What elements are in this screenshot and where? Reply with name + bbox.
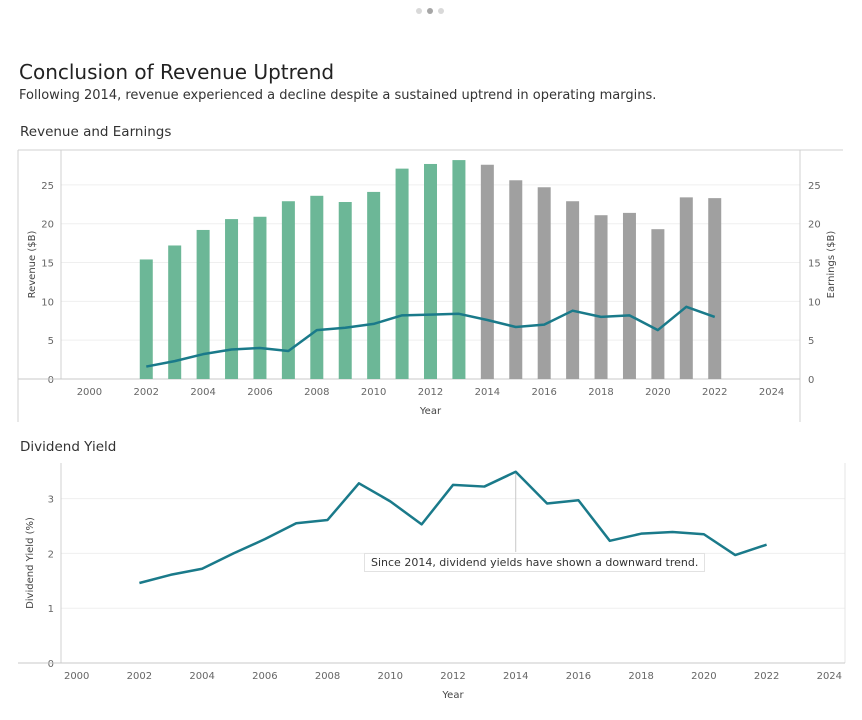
chart1-y2-tick-label: 10	[808, 297, 821, 308]
page-dot-active[interactable]	[427, 8, 433, 14]
chart1-x-tick-label: 2000	[77, 387, 102, 398]
chart1-y2-tick-label: 5	[808, 336, 814, 347]
chart1-y-tick-label: 5	[48, 336, 54, 347]
chart1-y2-tick-label: 20	[808, 220, 821, 231]
chart1-y2-tick-label: 15	[808, 259, 821, 270]
chart1-x-tick-label: 2006	[247, 387, 272, 398]
chart1-y-tick-label: 0	[48, 375, 54, 386]
revenue-bar	[651, 229, 665, 379]
chart1-y2-tick-label: 0	[808, 375, 814, 386]
revenue-bar	[566, 201, 580, 379]
chart1-y2-tick-label: 25	[808, 181, 821, 192]
page-subtitle: Following 2014, revenue experienced a de…	[19, 88, 657, 103]
revenue-bar	[225, 219, 239, 379]
revenue-bar	[452, 160, 466, 379]
revenue-bar	[708, 198, 722, 379]
chart2-y-tick-label: 0	[48, 659, 54, 670]
chart1-y-axis-title: Revenue ($B)	[27, 231, 38, 299]
chart1-x-tick-label: 2004	[190, 387, 215, 398]
chart1-y-tick-label: 15	[41, 259, 54, 270]
chart1-x-tick-label: 2016	[531, 387, 556, 398]
chart1-x-tick-label: 2002	[134, 387, 159, 398]
chart2-x-axis-title: Year	[441, 690, 464, 701]
chart1-y-tick-label: 25	[41, 181, 54, 192]
chart1-x-tick-label: 2022	[702, 387, 727, 398]
chart1-x-tick-label: 2014	[475, 387, 500, 398]
chart2-y-tick-label: 2	[48, 549, 54, 560]
chart2-x-tick-label: 2008	[315, 671, 340, 682]
revenue-chart-title: Revenue and Earnings	[20, 124, 172, 140]
revenue-bar	[338, 202, 352, 379]
revenue-bar	[196, 229, 210, 379]
chart1-x-axis-title: Year	[419, 406, 442, 417]
chart2-x-tick-label: 2022	[754, 671, 779, 682]
revenue-bar	[253, 216, 267, 379]
page-dot[interactable]	[416, 8, 422, 14]
chart2-x-tick-label: 2006	[252, 671, 277, 682]
page-title: Conclusion of Revenue Uptrend	[19, 60, 335, 84]
chart1-y2-axis-title: Earnings ($B)	[826, 231, 837, 299]
chart1-x-tick-label: 2012	[418, 387, 443, 398]
chart2-x-tick-label: 2012	[440, 671, 465, 682]
revenue-bar	[395, 168, 409, 379]
revenue-bar	[168, 245, 182, 379]
revenue-bar	[310, 195, 324, 379]
revenue-bar	[679, 197, 693, 379]
chart2-x-tick-label: 2014	[503, 671, 528, 682]
chart2-y-tick-label: 1	[48, 604, 54, 615]
revenue-bar	[367, 191, 381, 379]
chart1-y-tick-label: 10	[41, 297, 54, 308]
chart2-x-tick-label: 2020	[691, 671, 716, 682]
revenue-bar	[594, 215, 608, 379]
chart1-x-tick-label: 2018	[588, 387, 613, 398]
chart2-y-axis-title: Dividend Yield (%)	[25, 517, 36, 609]
revenue-bar	[622, 212, 636, 379]
chart2-x-tick-label: 2004	[189, 671, 214, 682]
chart2-x-tick-label: 2000	[64, 671, 89, 682]
chart1-x-tick-label: 2020	[645, 387, 670, 398]
chart2-x-tick-label: 2016	[566, 671, 591, 682]
chart2-x-tick-label: 2024	[817, 671, 842, 682]
dividend-chart-title: Dividend Yield	[20, 439, 117, 455]
revenue-bar	[537, 187, 551, 379]
chart1-x-tick-label: 2024	[759, 387, 784, 398]
chart2-y-tick-label: 3	[48, 495, 54, 506]
page-indicator[interactable]	[416, 8, 444, 14]
revenue-bar	[139, 259, 153, 379]
revenue-bar	[509, 180, 523, 379]
chart1-x-tick-label: 2010	[361, 387, 386, 398]
earnings-line	[146, 305, 716, 368]
dividend-annotation: Since 2014, dividend yields have shown a…	[364, 553, 706, 572]
chart2-x-tick-label: 2002	[127, 671, 152, 682]
chart1-x-tick-label: 2008	[304, 387, 329, 398]
dividend-yield-line	[139, 470, 767, 585]
chart2-x-tick-label: 2010	[378, 671, 403, 682]
page-dot[interactable]	[438, 8, 444, 14]
revenue-bar	[281, 201, 295, 379]
chart1-y-tick-label: 20	[41, 220, 54, 231]
revenue-bar	[424, 163, 437, 379]
chart2-x-tick-label: 2018	[628, 671, 653, 682]
revenue-bar	[480, 164, 494, 379]
